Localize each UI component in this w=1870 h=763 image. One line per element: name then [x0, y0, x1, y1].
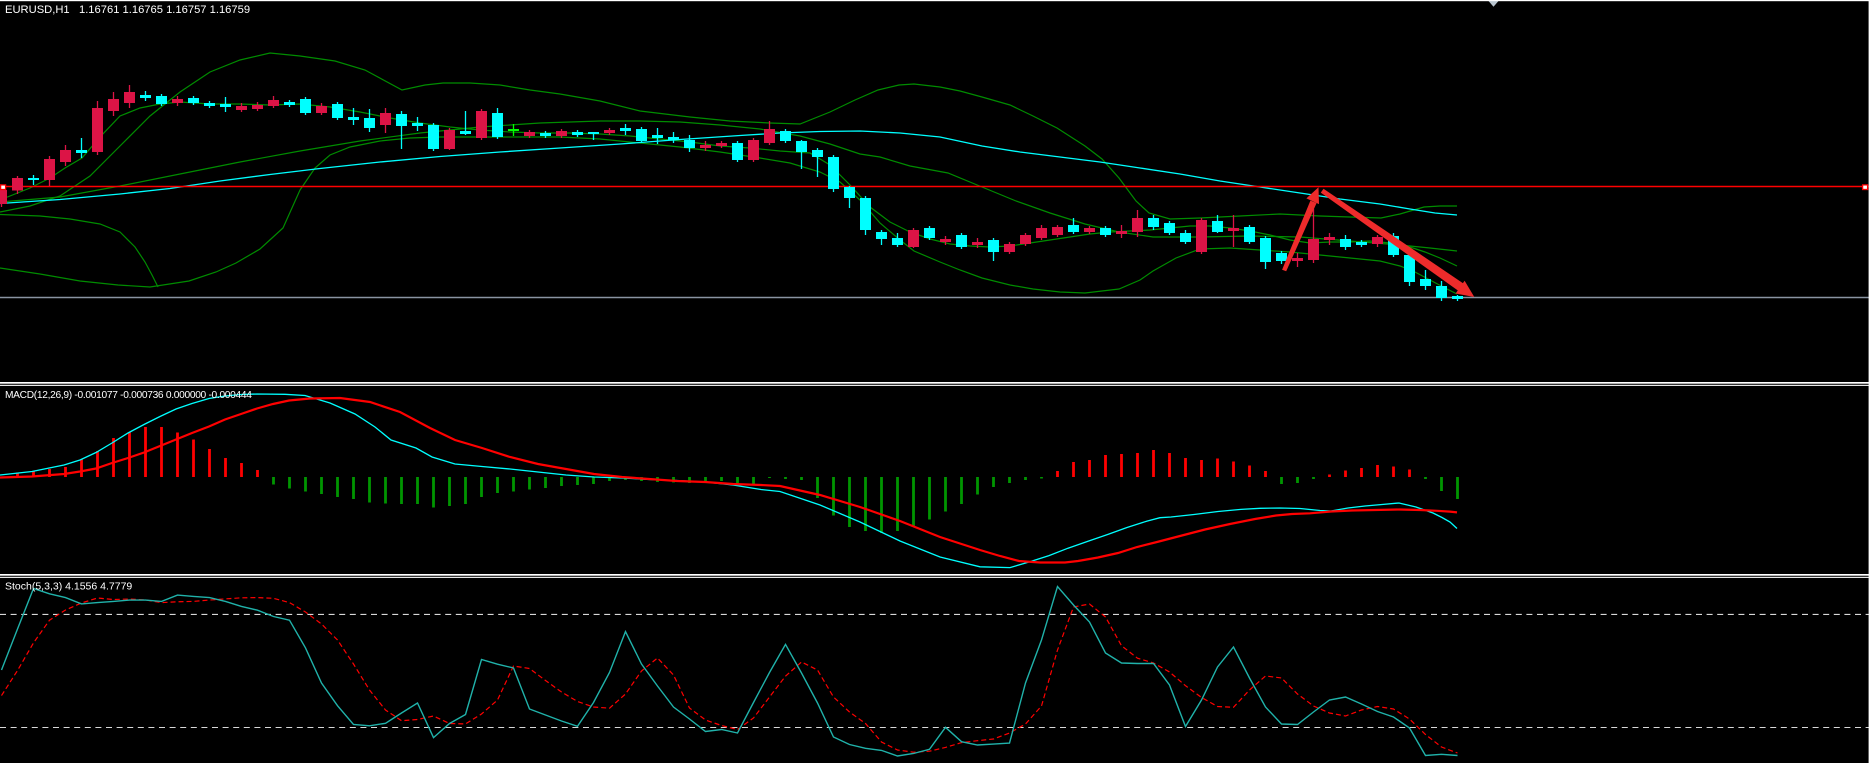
svg-text:MACD(12,26,9) -0.001077 -0.000: MACD(12,26,9) -0.001077 -0.000736 0.0000…: [5, 390, 252, 401]
svg-text:Stoch(5,3,3) 4.1556 4.7779: Stoch(5,3,3) 4.1556 4.7779: [5, 581, 132, 593]
svg-text:EURUSD,H1 1.16761 1.16765 1.: EURUSD,H1 1.16761 1.16765 1.16757 1.1675…: [5, 4, 250, 16]
